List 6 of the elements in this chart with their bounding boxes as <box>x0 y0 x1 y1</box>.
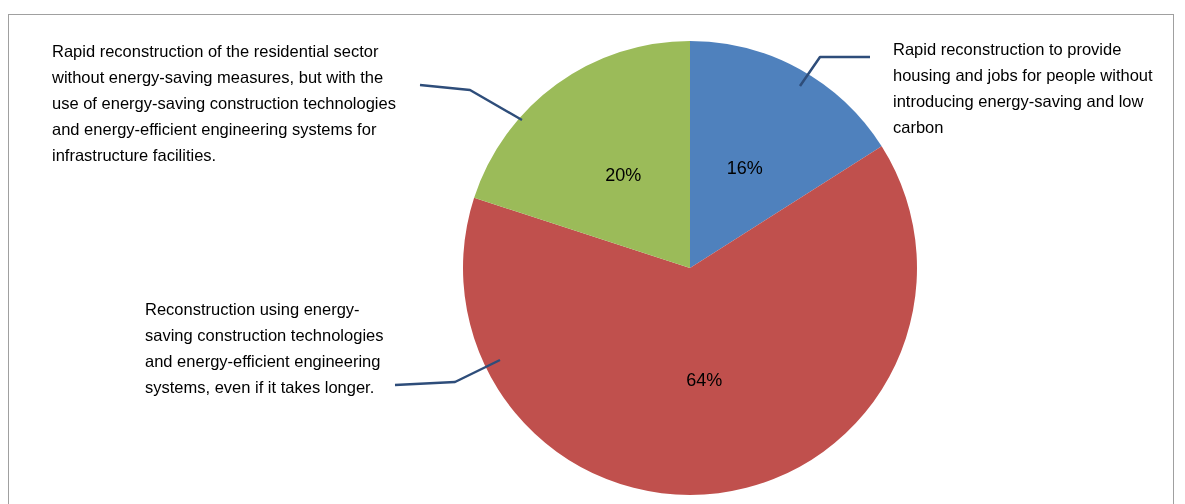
data-label: 64% <box>686 369 723 390</box>
data-label: 20% <box>605 165 642 186</box>
slice-label: Rapid reconstruction of the residential sector without energy-saving measures, but with the use of energy-saving construction technologies and energy-efficient engineering systems for infrastructure facilities. <box>52 41 397 166</box>
data-label: 16% <box>726 157 763 178</box>
slice-label: Rapid reconstruction to provide housing and jobs for people without introducing energy-saving and low carbon <box>893 39 1154 138</box>
slice-label: Reconstruction using energy-saving construction technologies and energy-efficient engineering systems, even if it takes longer. <box>145 299 385 398</box>
